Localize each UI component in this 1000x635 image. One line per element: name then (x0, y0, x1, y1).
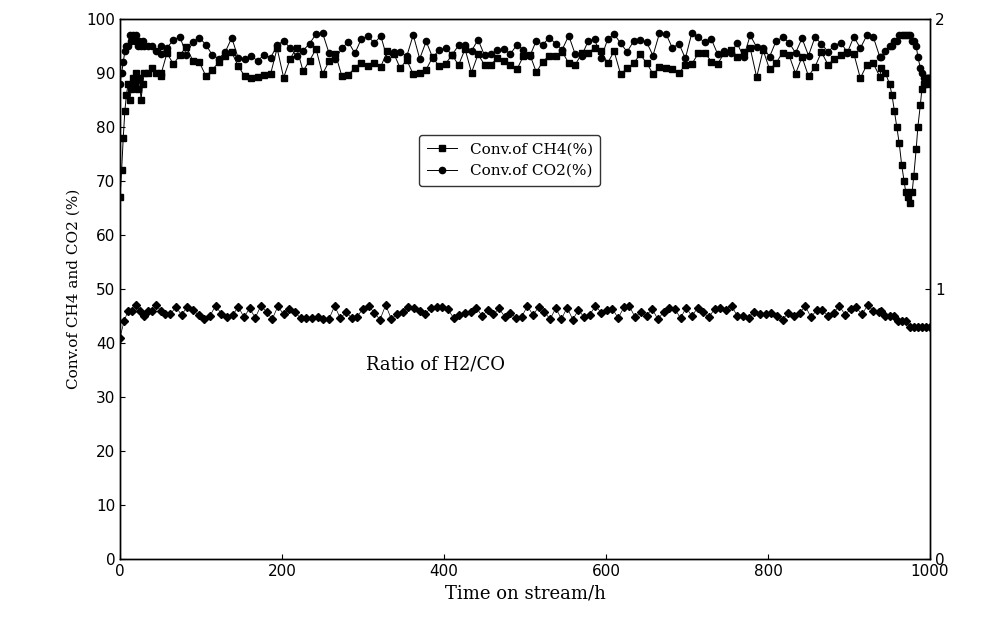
Conv.of CO2(%) (660, 30, 672, 37)
Conv.of CO2(%) (770, 37, 782, 45)
Conv.of CH4(%) (924, 75, 936, 83)
Conv.of CH4(%) (841, 48, 853, 56)
Conv.of CH4(%) (381, 48, 393, 55)
Legend: Conv.of CH4(%), Conv.of CO2(%): Conv.of CH4(%), Conv.of CO2(%) (419, 135, 600, 185)
Y-axis label: Conv.of CH4 and CO2 (%): Conv.of CH4 and CO2 (%) (67, 189, 81, 389)
Conv.of CH4(%) (770, 59, 782, 67)
Conv.of CO2(%) (381, 55, 393, 63)
Conv.of CO2(%) (924, 75, 936, 83)
Conv.of CH4(%) (904, 199, 916, 206)
Line: Conv.of CO2(%): Conv.of CO2(%) (117, 30, 933, 87)
Conv.of CH4(%) (375, 63, 387, 70)
Conv.of CH4(%) (180, 43, 192, 51)
Text: Ratio of H2/CO: Ratio of H2/CO (366, 356, 505, 373)
Conv.of CO2(%) (875, 53, 887, 61)
Conv.of CO2(%) (114, 80, 126, 88)
Conv.of CO2(%) (316, 29, 328, 37)
Conv.of CO2(%) (841, 49, 853, 57)
Line: Conv.of CH4(%): Conv.of CH4(%) (117, 44, 933, 206)
Conv.of CH4(%) (660, 64, 672, 72)
Conv.of CH4(%) (114, 194, 126, 201)
Conv.of CH4(%) (875, 64, 887, 72)
X-axis label: Time on stream/h: Time on stream/h (445, 584, 605, 602)
Conv.of CO2(%) (375, 32, 387, 40)
